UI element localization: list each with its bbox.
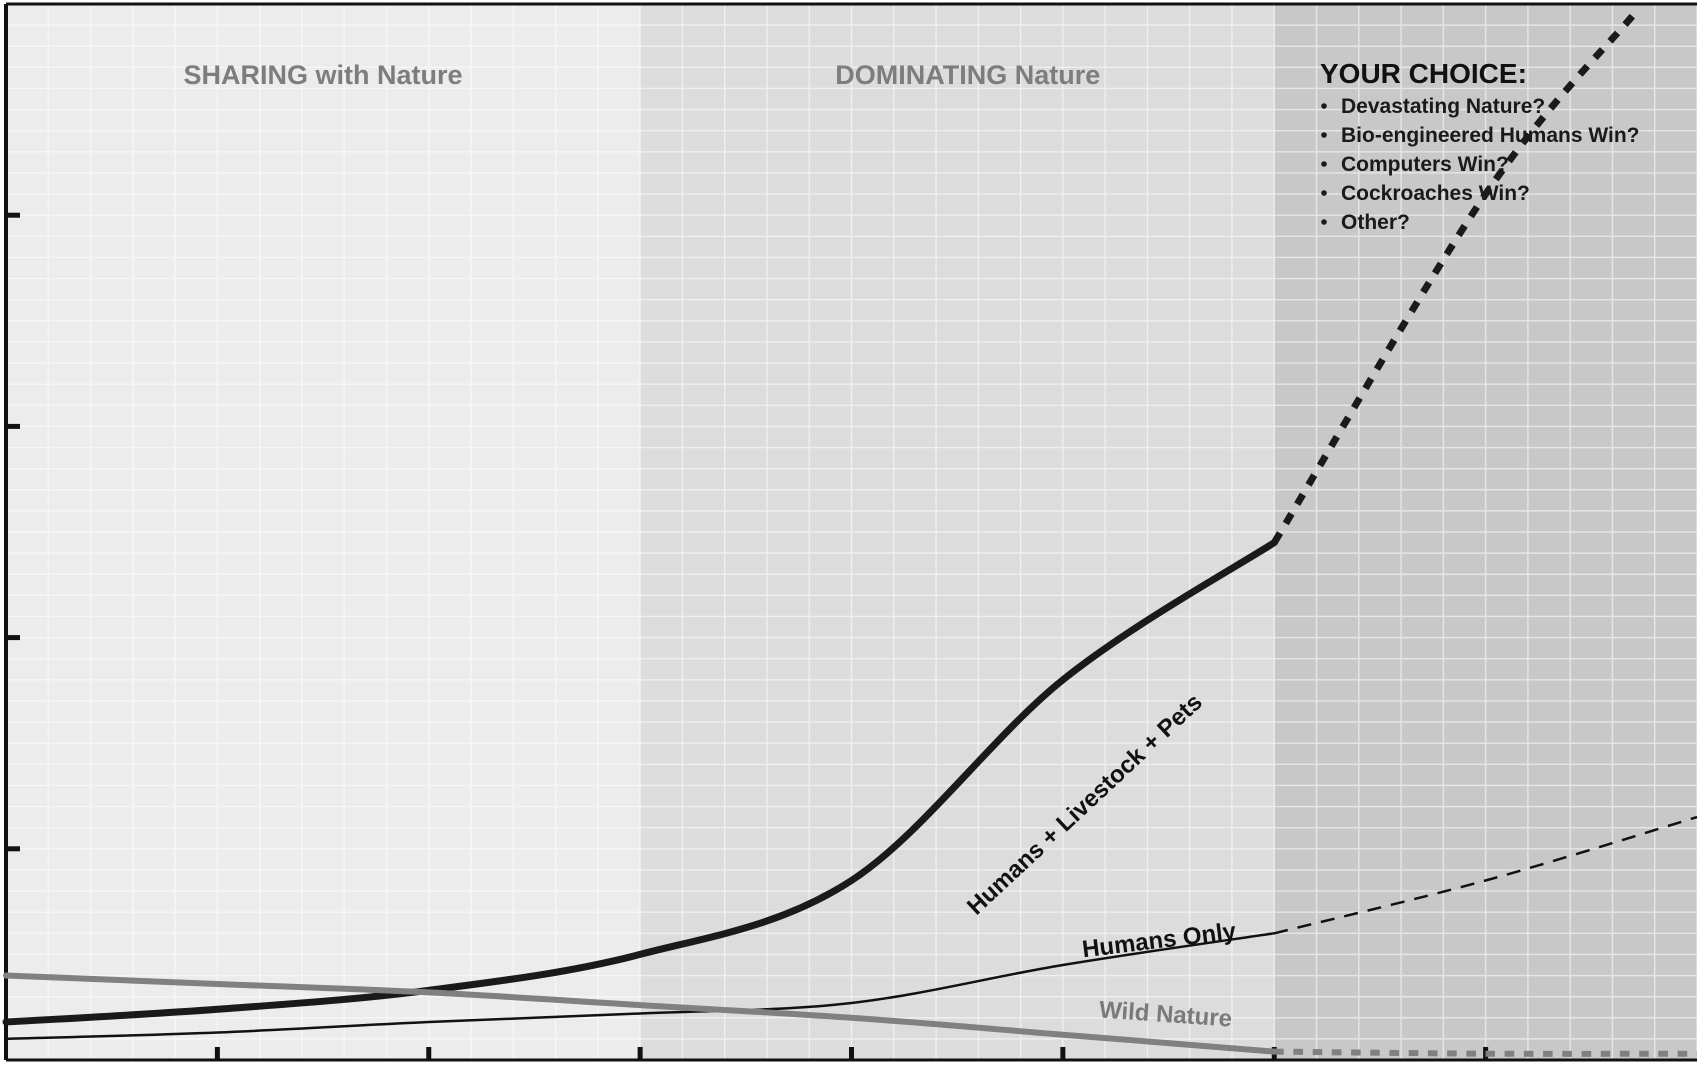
series-line-humans-livestock-pets <box>2 539 1278 1026</box>
choice-item: Cockroaches Win? <box>1341 182 1530 205</box>
choice-bullet <box>1321 190 1327 196</box>
choice-item: Devastating Nature? <box>1341 95 1545 118</box>
choice-item: Other? <box>1341 211 1410 234</box>
choice-bullet <box>1321 132 1327 138</box>
choice-bullet <box>1321 161 1327 167</box>
series-projection-humans-only <box>1273 815 1698 935</box>
series-projection-humans-livestock-pets <box>1271 12 1637 545</box>
region-label-1: DOMINATING Nature <box>835 60 1100 90</box>
choice-item: Computers Win? <box>1341 153 1509 176</box>
grid-lines <box>5 3 1698 1061</box>
choice-title: YOUR CHOICE: <box>1320 58 1527 89</box>
series-line-wild-nature <box>3 972 1278 1055</box>
choice-bullet <box>1321 103 1327 109</box>
series-line-humans-only <box>4 932 1276 1041</box>
region-label-0: SHARING with Nature <box>184 60 463 90</box>
series-projection-wild-nature <box>1274 1048 1698 1057</box>
choice-bullet <box>1321 219 1327 225</box>
choice-item: Bio-engineered Humans Win? <box>1341 124 1640 147</box>
